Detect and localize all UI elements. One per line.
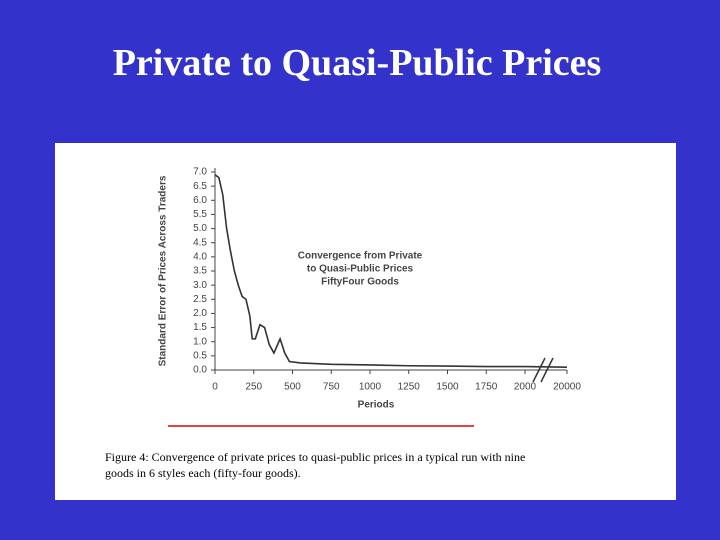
y-tick-label: 4.5 <box>193 237 207 248</box>
figure-panel <box>55 143 676 500</box>
caption: Figure 4: Convergence of private prices … <box>105 450 525 464</box>
y-tick-label: 1.0 <box>193 336 207 347</box>
y-tick-label: 2.5 <box>193 294 207 305</box>
x-tick-label: 1500 <box>436 382 459 393</box>
y-tick-label: 7.0 <box>193 167 207 178</box>
caption: goods in 6 styles each (fifty-four goods… <box>105 466 301 480</box>
x-tick-label: 750 <box>323 382 340 393</box>
x-tick-label: 1250 <box>398 382 421 393</box>
y-tick-label: 1.5 <box>193 322 207 333</box>
y-tick-label: 5.5 <box>193 209 207 220</box>
y-tick-label: 5.0 <box>193 223 207 234</box>
slide-title: Private to Quasi-Public Prices <box>113 42 602 84</box>
y-tick-label: 3.5 <box>193 266 207 277</box>
axis-break <box>532 357 554 383</box>
x-tick-label: 500 <box>284 382 301 393</box>
x-axis-label: Periods <box>358 400 395 411</box>
y-tick-label: 6.5 <box>193 181 207 192</box>
annotation: to Quasi-Public Prices <box>307 264 414 275</box>
annotation: FiftyFour Goods <box>321 277 399 288</box>
data-line <box>214 174 568 368</box>
x-tick-label: 1750 <box>475 382 498 393</box>
x-tick-label: 250 <box>245 382 262 393</box>
y-tick-label: 4.0 <box>193 251 207 262</box>
y-axis-label: Standard Error of Prices Across Traders <box>158 175 169 366</box>
y-tick-label: 0.0 <box>193 365 207 376</box>
annotation: Convergence from Private <box>298 251 423 262</box>
y-tick-label: 2.0 <box>193 308 207 319</box>
x-tick-label: 20000 <box>553 382 581 393</box>
y-tick-label: 3.0 <box>193 280 207 291</box>
x-tick-label: 2000 <box>514 382 537 393</box>
x-tick-label: 0 <box>212 382 218 393</box>
x-tick-label: 1000 <box>359 382 382 393</box>
y-tick-label: 6.0 <box>193 195 207 206</box>
y-tick-label: 0.5 <box>193 350 207 361</box>
